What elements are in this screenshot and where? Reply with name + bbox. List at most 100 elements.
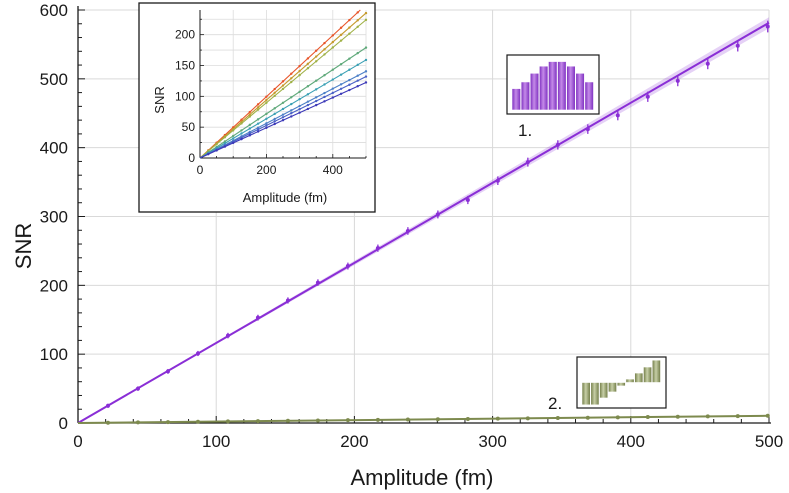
inset-series-point (315, 96, 318, 99)
series-2-point (405, 417, 410, 422)
inset-series-point (323, 91, 326, 95)
inset-series-point (298, 107, 301, 111)
inset-series-point (265, 122, 268, 125)
inset-series (199, 9, 368, 159)
inset-series-point (290, 115, 293, 118)
series-2-point (705, 414, 710, 419)
series-1-point (435, 212, 440, 217)
y-tick-label: 400 (40, 139, 68, 158)
inset-y-tick-label: 200 (175, 28, 195, 42)
inset-series-point (348, 26, 351, 29)
inset-series-point (339, 62, 343, 66)
inset-series-point (240, 137, 243, 141)
series-2-point (615, 415, 620, 420)
inset-series-point (306, 57, 310, 60)
series-2-point (285, 418, 290, 423)
inset-series-point (323, 53, 326, 56)
inset-series-point (339, 33, 343, 37)
inset-series-point (348, 83, 351, 86)
inset-series-point (348, 18, 351, 22)
y-tick-label: 100 (40, 345, 68, 364)
inset-series-point (339, 39, 343, 42)
inset-series-point (232, 134, 235, 138)
series-2-point (345, 418, 350, 423)
y-tick-label: 500 (40, 70, 68, 89)
inset-series-point (348, 57, 351, 60)
inset-series-point (248, 132, 251, 135)
inset-series-point (232, 129, 235, 132)
series-1-point (345, 264, 350, 269)
inset-series-point (331, 87, 334, 90)
inset-series-point (248, 115, 251, 118)
inset-series-point (306, 62, 310, 66)
series-2-point (435, 417, 440, 422)
inset-y-tick-label: 0 (188, 151, 195, 165)
inset-series-point (356, 74, 359, 77)
inset-series-point (256, 106, 260, 109)
inset-series-point (356, 25, 359, 28)
annotation-pattern-2 (576, 356, 667, 409)
inset-series-point (364, 11, 368, 15)
inset-series-point (356, 79, 359, 82)
series-1-point (195, 351, 200, 356)
x-axis-label: Amplitude (fm) (350, 465, 493, 490)
series-2-point (165, 420, 170, 425)
inset-series-point (306, 103, 310, 107)
inset-series-point (281, 84, 285, 87)
inset-series-point (273, 120, 276, 123)
series-2-point (495, 416, 500, 421)
pattern-bar (575, 72, 585, 111)
main-series (77, 17, 770, 425)
pattern-bar (643, 366, 653, 383)
inset-series-point (331, 68, 334, 71)
inset-series-point (265, 112, 268, 116)
inset-series-point (331, 34, 334, 37)
inset-series-point (331, 40, 334, 44)
series-1-point (645, 94, 650, 99)
inset-series-point (256, 118, 260, 121)
inset-y-tick-label: 100 (175, 89, 195, 103)
x-tick-label: 400 (617, 432, 645, 451)
series-1-point (255, 315, 260, 320)
y-axis-label: SNR (11, 223, 36, 269)
inset-series-point (364, 18, 368, 22)
inset-series-point (223, 142, 227, 145)
pattern-bar (584, 81, 594, 111)
inset-series-point (256, 108, 260, 111)
inset-series-point (273, 117, 276, 121)
inset-series-point (364, 46, 368, 49)
series-1-band (78, 17, 769, 423)
inset-series-point (290, 96, 293, 99)
inset-series-point (265, 117, 268, 120)
inset-series-point (306, 85, 310, 88)
series-1-point (375, 246, 380, 251)
inset-series-point (281, 113, 285, 116)
y-tick-label: 0 (59, 414, 68, 433)
inset-series-point (323, 48, 326, 51)
series-1-point (135, 386, 140, 391)
x-tick-label: 300 (478, 432, 506, 451)
inset-series-point (281, 101, 285, 105)
series-2-point (225, 419, 230, 424)
inset-series-point (315, 49, 318, 52)
pattern-bar (539, 65, 549, 111)
pattern-bar (566, 65, 576, 111)
pattern-bar (520, 81, 531, 111)
inset-y-tick-label: 150 (175, 59, 195, 73)
pattern-bar (511, 88, 521, 111)
series-1-point (705, 61, 710, 66)
series-1-point (765, 24, 770, 29)
inset-series-point (240, 122, 243, 125)
inset-series-point (281, 116, 285, 119)
annotation-label-2: 2. (548, 394, 562, 413)
y-tick-label: 300 (40, 208, 68, 227)
inset-series-point (273, 122, 276, 126)
inset-series-point (331, 91, 334, 95)
annotation-pattern-1 (506, 54, 600, 115)
inset-series-point (223, 140, 227, 143)
inset-series-point (240, 118, 243, 121)
pattern-bar (581, 382, 591, 406)
inset-series-point (356, 63, 359, 67)
series-2-point (525, 416, 530, 421)
inset-series-point (273, 87, 276, 91)
